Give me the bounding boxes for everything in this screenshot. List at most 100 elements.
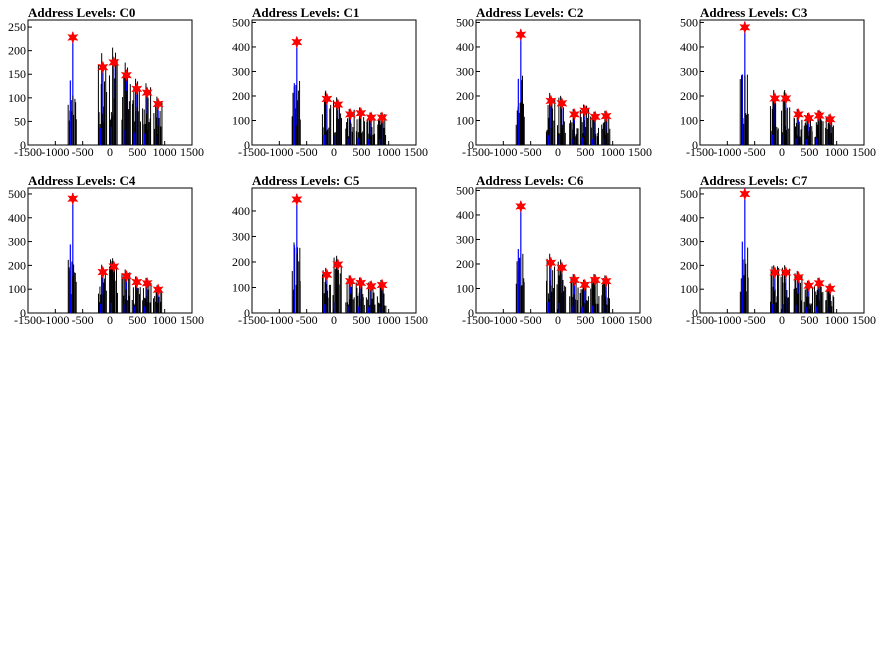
chart-panel-1: Address Levels: C1-1500 -1000 -500 0 500 1000… bbox=[232, 5, 428, 159]
histogram bbox=[739, 188, 835, 313]
chart-title: Address Levels: C4 bbox=[28, 173, 136, 188]
peak-marker-6 bbox=[152, 283, 164, 296]
x-tick-label: -1500 bbox=[462, 313, 490, 327]
x-tick-label: 500 bbox=[352, 145, 370, 159]
histogram-peak-0 bbox=[515, 29, 525, 145]
histogram bbox=[515, 201, 610, 313]
peak-marker-3 bbox=[792, 270, 804, 284]
peak-marker-4 bbox=[131, 82, 143, 96]
histogram-peak-5 bbox=[590, 273, 600, 313]
peak-marker-2 bbox=[108, 56, 120, 69]
y-tick-label: 500 bbox=[680, 187, 698, 201]
peak-marker-6 bbox=[376, 111, 388, 124]
peak-marker-5 bbox=[141, 86, 153, 99]
y-tick-label: 100 bbox=[232, 280, 250, 294]
y-tick-label: 250 bbox=[8, 20, 26, 34]
x-tick-label: 0 bbox=[555, 313, 561, 327]
peak-marker-1 bbox=[545, 94, 557, 108]
x-tick-label: -500 bbox=[744, 145, 766, 159]
x-tick-label: -500 bbox=[744, 313, 766, 327]
y-tick-label: 200 bbox=[680, 89, 698, 103]
histogram-peak-4 bbox=[355, 277, 365, 313]
x-tick-label: 1500 bbox=[404, 313, 428, 327]
x-tick-label: 0 bbox=[107, 145, 113, 159]
histogram-peak-0 bbox=[291, 193, 301, 313]
x-tick-label: 1500 bbox=[852, 145, 876, 159]
chart-panel-4: Address Levels: C4-1500 -1000 -500 0 500 1000… bbox=[8, 173, 204, 327]
x-tick-label: 500 bbox=[576, 145, 594, 159]
peak-marker-1 bbox=[321, 92, 333, 106]
y-tick-label: 400 bbox=[456, 208, 474, 222]
peak-marker-4 bbox=[803, 111, 815, 125]
peak-marker-1 bbox=[97, 60, 109, 74]
peak-marker-6 bbox=[824, 282, 836, 296]
y-tick-label: 0 bbox=[692, 306, 698, 320]
y-tick-label: 0 bbox=[468, 138, 474, 152]
histogram-peak-1 bbox=[97, 264, 107, 313]
peak-marker-1 bbox=[769, 266, 781, 279]
chart-title: Address Levels: C5 bbox=[252, 173, 360, 188]
y-tick-label: 300 bbox=[8, 235, 26, 249]
histogram bbox=[291, 193, 387, 313]
peak-marker-6 bbox=[376, 278, 388, 292]
y-tick-label: 500 bbox=[456, 183, 474, 197]
x-tick-label: -1500 bbox=[238, 145, 266, 159]
chart-title: Address Levels: C6 bbox=[476, 173, 584, 188]
x-tick-label: 0 bbox=[779, 145, 785, 159]
chart-panel-2: Address Levels: C2-1500 -1000 -500 0 500 1000… bbox=[456, 5, 652, 159]
peak-marker-5 bbox=[365, 279, 377, 293]
peak-marker-0 bbox=[67, 31, 79, 44]
y-tick-label: 300 bbox=[456, 64, 474, 78]
x-tick-label: -500 bbox=[72, 145, 94, 159]
peak-marker-6 bbox=[600, 109, 612, 123]
y-tick-label: 100 bbox=[456, 281, 474, 295]
histogram-peak-2 bbox=[108, 47, 118, 145]
peak-marker-0 bbox=[739, 187, 751, 201]
chart-panel-6: Address Levels: C6-1500 -1000 -500 0 500 1000… bbox=[456, 173, 652, 327]
chart-title: Address Levels: C7 bbox=[700, 173, 808, 188]
y-tick-label: 200 bbox=[680, 258, 698, 272]
histogram-peak-0 bbox=[291, 36, 301, 145]
y-tick-label: 0 bbox=[692, 138, 698, 152]
peak-marker-3 bbox=[568, 273, 580, 287]
y-tick-label: 300 bbox=[456, 232, 474, 246]
y-tick-label: 400 bbox=[232, 40, 250, 54]
peak-marker-2 bbox=[556, 261, 568, 274]
peak-marker-2 bbox=[108, 260, 120, 273]
y-tick-label: 200 bbox=[456, 257, 474, 271]
peak-marker-4 bbox=[355, 276, 367, 290]
x-tick-label: 1500 bbox=[852, 313, 876, 327]
peak-marker-4 bbox=[579, 278, 591, 292]
histogram-peak-5 bbox=[366, 112, 376, 145]
y-tick-label: 400 bbox=[680, 40, 698, 54]
x-tick-label: -500 bbox=[296, 145, 318, 159]
x-tick-label: -1000 bbox=[41, 313, 69, 327]
x-tick-label: 500 bbox=[352, 313, 370, 327]
peak-marker-4 bbox=[803, 279, 815, 292]
y-tick-label: 500 bbox=[8, 187, 26, 201]
x-tick-label: -1000 bbox=[41, 145, 69, 159]
y-tick-label: 0 bbox=[468, 306, 474, 320]
y-tick-label: 0 bbox=[244, 138, 250, 152]
y-tick-label: 100 bbox=[680, 113, 698, 127]
x-tick-label: -1000 bbox=[713, 145, 741, 159]
peak-marker-0 bbox=[67, 192, 79, 206]
histogram-peak-6 bbox=[377, 112, 387, 145]
peak-marker-3 bbox=[120, 269, 132, 283]
peak-marker-4 bbox=[131, 275, 143, 289]
chart-title: Address Levels: C0 bbox=[28, 5, 135, 20]
peak-marker-6 bbox=[600, 274, 612, 288]
y-tick-label: 0 bbox=[244, 306, 250, 320]
x-tick-label: 1000 bbox=[825, 145, 849, 159]
y-tick-label: 400 bbox=[456, 40, 474, 54]
x-tick-label: 1000 bbox=[825, 313, 849, 327]
y-tick-label: 500 bbox=[680, 15, 698, 29]
histogram-peak-1 bbox=[769, 90, 779, 145]
y-tick-label: 500 bbox=[456, 15, 474, 29]
y-tick-label: 300 bbox=[232, 64, 250, 78]
peak-marker-5 bbox=[365, 111, 377, 124]
histogram-peak-1 bbox=[97, 53, 108, 145]
peak-marker-6 bbox=[824, 112, 836, 126]
y-tick-label: 0 bbox=[20, 138, 26, 152]
peak-marker-3 bbox=[792, 108, 804, 121]
